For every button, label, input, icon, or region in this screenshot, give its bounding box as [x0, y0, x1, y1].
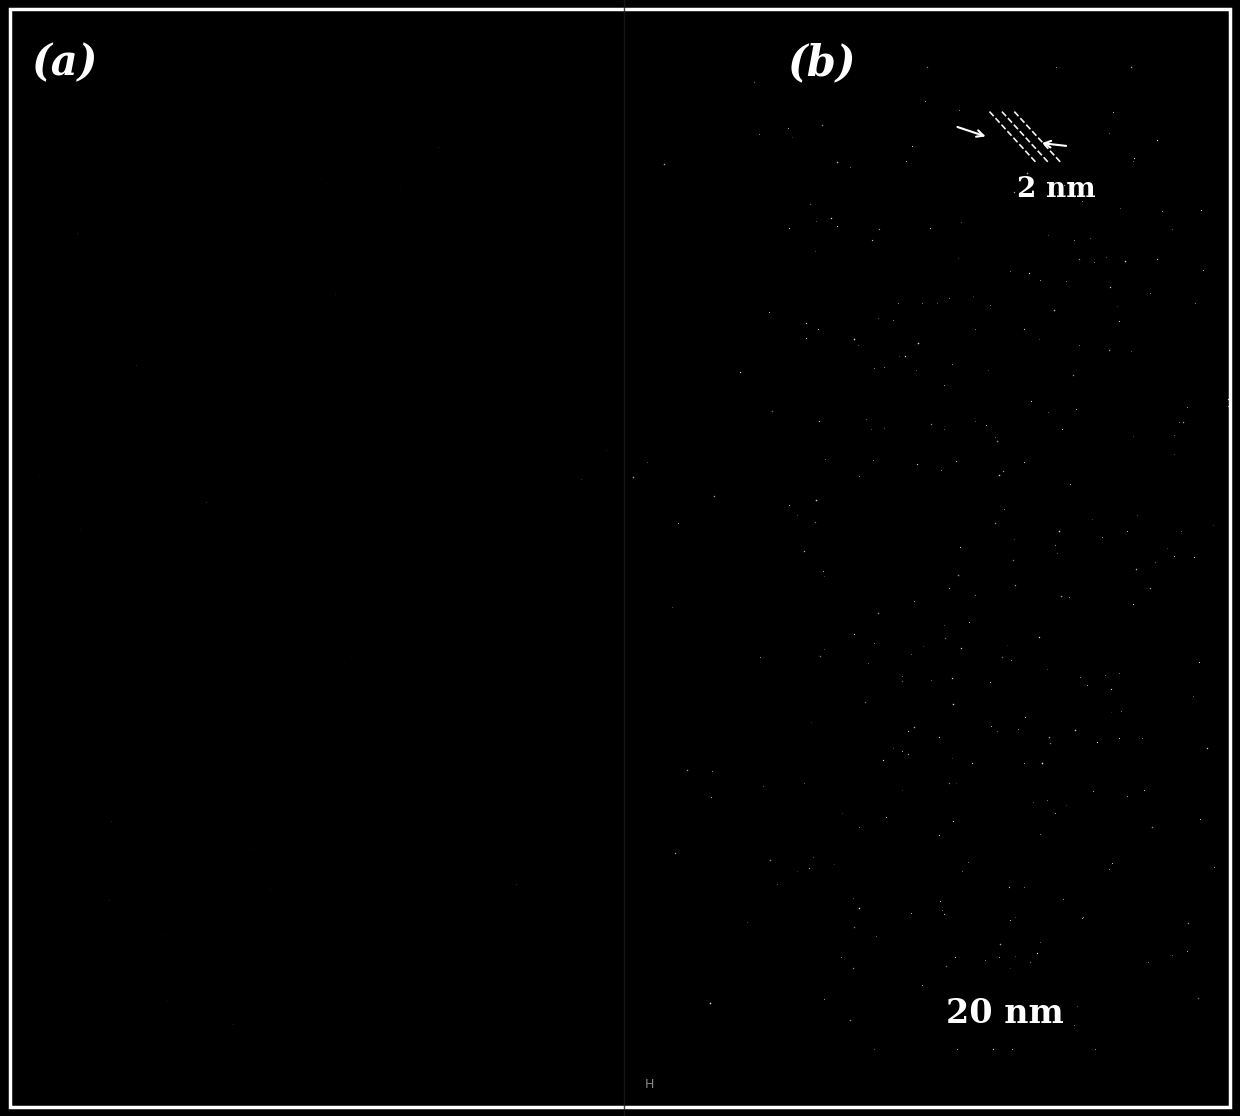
Text: 2 nm: 2 nm	[1017, 176, 1095, 203]
Text: (a): (a)	[31, 42, 98, 85]
Text: H: H	[645, 1078, 655, 1091]
Text: (b): (b)	[787, 42, 856, 85]
Text: 20 nm: 20 nm	[946, 997, 1063, 1030]
